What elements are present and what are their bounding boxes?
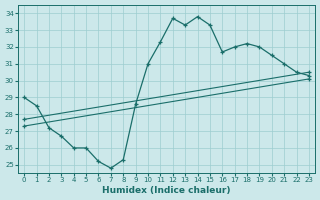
X-axis label: Humidex (Indice chaleur): Humidex (Indice chaleur)	[102, 186, 231, 195]
